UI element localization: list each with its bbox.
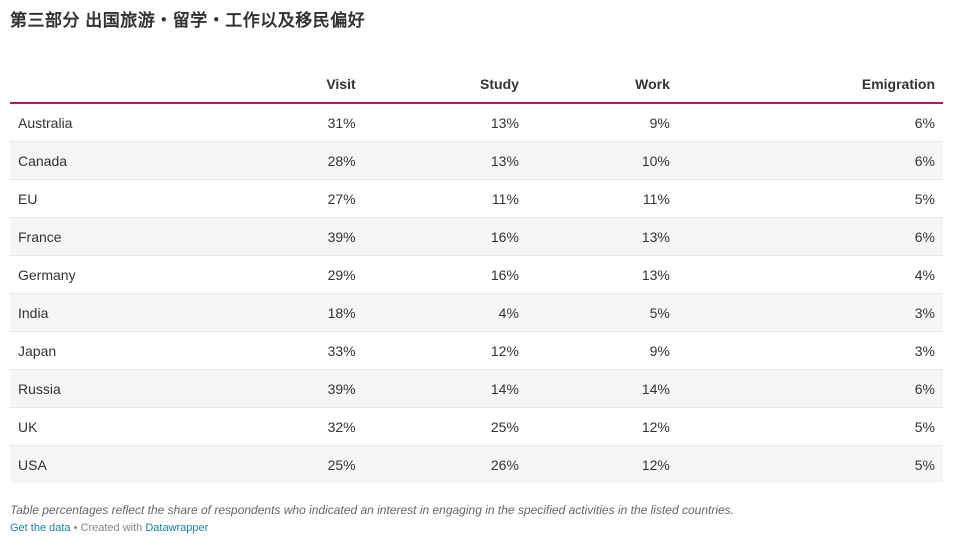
cell-country: USA [10, 445, 229, 483]
cell-study: 11% [363, 179, 527, 218]
column-header-country[interactable] [10, 66, 229, 104]
table-notes: Table percentages reflect the share of r… [10, 503, 735, 517]
cell-study: 14% [363, 369, 527, 408]
cell-country: Australia [10, 103, 229, 142]
cell-study: 16% [363, 255, 527, 294]
cell-emigration: 6% [677, 103, 943, 142]
table-row: Canada 28% 13% 10% 6% [10, 141, 943, 180]
cell-work: 9% [526, 103, 678, 142]
table-row: Germany 29% 16% 13% 4% [10, 255, 943, 294]
chart-footer: Get the data • Created with Datawrapper [10, 522, 208, 534]
cell-emigration: 5% [677, 179, 943, 218]
cell-study: 26% [363, 445, 527, 483]
cell-work: 9% [526, 331, 678, 370]
cell-visit: 27% [228, 179, 364, 218]
table-row: UK 32% 25% 12% 5% [10, 407, 943, 446]
cell-visit: 33% [228, 331, 364, 370]
cell-emigration: 6% [677, 217, 943, 256]
get-the-data-link[interactable]: Get the data [10, 522, 71, 534]
column-header-study[interactable]: Study [363, 66, 527, 104]
cell-work: 14% [526, 369, 678, 408]
cell-work: 10% [526, 141, 678, 180]
cell-country: UK [10, 407, 229, 446]
chart-title: 第三部分 出国旅游・留学・工作以及移民偏好 [10, 11, 366, 30]
cell-study: 12% [363, 331, 527, 370]
cell-visit: 32% [228, 407, 364, 446]
cell-visit: 39% [228, 217, 364, 256]
cell-work: 13% [526, 217, 678, 256]
cell-emigration: 5% [677, 407, 943, 446]
datawrapper-link[interactable]: Datawrapper [145, 522, 209, 534]
data-table: Visit Study Work Emigration Australia 31… [10, 66, 943, 483]
column-header-emigration[interactable]: Emigration [677, 66, 943, 104]
cell-country: Germany [10, 255, 229, 294]
cell-country: France [10, 217, 229, 256]
table-row: Australia 31% 13% 9% 6% [10, 103, 943, 142]
table-row: Russia 39% 14% 14% 6% [10, 369, 943, 408]
cell-work: 12% [526, 407, 678, 446]
table-row: USA 25% 26% 12% 5% [10, 445, 943, 483]
cell-study: 13% [363, 141, 527, 180]
cell-work: 12% [526, 445, 678, 483]
cell-visit: 31% [228, 103, 364, 142]
column-header-visit[interactable]: Visit [228, 66, 364, 104]
cell-work: 5% [526, 293, 678, 332]
cell-country: Russia [10, 369, 229, 408]
cell-emigration: 6% [677, 369, 943, 408]
cell-visit: 25% [228, 445, 364, 483]
cell-study: 16% [363, 217, 527, 256]
cell-emigration: 5% [677, 445, 943, 483]
cell-work: 11% [526, 179, 678, 218]
table-row: France 39% 16% 13% 6% [10, 217, 943, 256]
cell-emigration: 4% [677, 255, 943, 294]
cell-visit: 28% [228, 141, 364, 180]
table-row: India 18% 4% 5% 3% [10, 293, 943, 332]
table-header-row: Visit Study Work Emigration [10, 66, 943, 104]
cell-country: EU [10, 179, 229, 218]
cell-work: 13% [526, 255, 678, 294]
table-row: EU 27% 11% 11% 5% [10, 179, 943, 218]
cell-emigration: 3% [677, 293, 943, 332]
column-header-work[interactable]: Work [526, 66, 678, 104]
cell-visit: 29% [228, 255, 364, 294]
cell-emigration: 6% [677, 141, 943, 180]
cell-visit: 39% [228, 369, 364, 408]
cell-study: 4% [363, 293, 527, 332]
cell-country: India [10, 293, 229, 332]
table-row: Japan 33% 12% 9% 3% [10, 331, 943, 370]
cell-visit: 18% [228, 293, 364, 332]
cell-study: 13% [363, 103, 527, 142]
cell-study: 25% [363, 407, 527, 446]
cell-country: Japan [10, 331, 229, 370]
cell-country: Canada [10, 141, 229, 180]
cell-emigration: 3% [677, 331, 943, 370]
footer-separator: • Created with [70, 522, 146, 534]
